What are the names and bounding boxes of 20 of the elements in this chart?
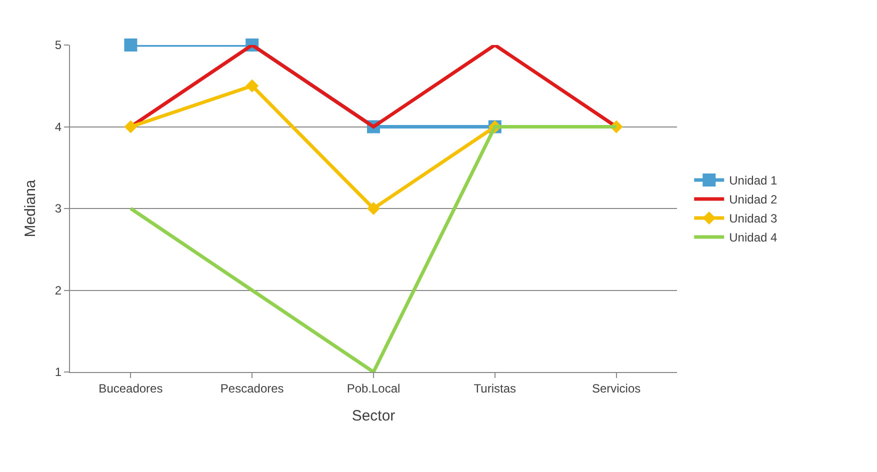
x-tick-label: Turistas — [474, 381, 516, 396]
point — [246, 79, 259, 92]
point — [367, 202, 380, 215]
x-tick-label: Servicios — [592, 381, 641, 396]
x-tick-label: Pob.Local — [346, 381, 400, 396]
legend-label: Unidad 4 — [729, 230, 778, 245]
point — [124, 120, 138, 134]
y-tick-label: 5 — [54, 38, 62, 52]
y-tick-label: 3 — [54, 202, 62, 216]
point — [124, 38, 138, 52]
y-tick-label: 1 — [54, 365, 62, 380]
legend-label: Unidad 1 — [729, 174, 778, 188]
x-tick-label: Buceadores — [98, 381, 163, 396]
x-axis-title: Sector — [352, 407, 396, 424]
legend-label: Unidad 3 — [729, 212, 778, 226]
legend-label: Unidad 2 — [729, 192, 778, 207]
x-tick-label: Pescadores — [220, 381, 284, 396]
y-axis-title: Mediana — [22, 179, 40, 238]
y-tick-label: 4 — [54, 120, 62, 134]
y-tick-label: 2 — [54, 283, 62, 298]
